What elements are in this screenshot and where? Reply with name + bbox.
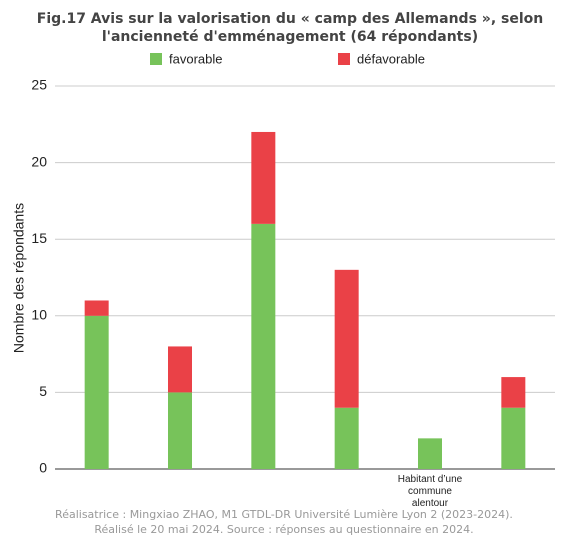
bar-segment — [334, 269, 359, 408]
bar-segment — [168, 392, 192, 469]
bar-segment — [251, 223, 276, 469]
caption: Réalisatrice : Mingxiao ZHAO, M1 GTDL-DR… — [55, 508, 513, 521]
bar-segment — [251, 131, 276, 224]
y-tick-label: 20 — [31, 153, 47, 169]
caption: Réalisé le 20 mai 2024. Source : réponse… — [94, 523, 473, 536]
y-tick-label: 15 — [31, 230, 47, 246]
legend-label: défavorable — [357, 51, 425, 66]
y-tick-label: 10 — [31, 307, 47, 323]
y-tick-label: 5 — [39, 383, 47, 399]
y-tick-label: 0 — [39, 460, 47, 476]
y-tick-label: 25 — [31, 77, 47, 93]
bar-segment — [168, 346, 192, 393]
bar-segment — [84, 300, 109, 316]
legend-swatch — [150, 53, 162, 65]
x-tick-label: Habitant d’une commune alentour — [398, 474, 463, 509]
chart-title: l'ancienneté d'emménagement (64 répondan… — [102, 29, 478, 45]
bar-segment — [501, 407, 526, 469]
legend-swatch — [338, 53, 350, 65]
chart-title: Fig.17 Avis sur la valorisation du « cam… — [37, 11, 544, 27]
legend-label: favorable — [169, 51, 222, 66]
bar-segment — [84, 315, 109, 469]
bar-segment — [418, 438, 442, 469]
bar-segment — [334, 407, 359, 469]
y-axis-label: Nombre des répondants — [11, 203, 27, 353]
bar-segment — [501, 377, 526, 408]
